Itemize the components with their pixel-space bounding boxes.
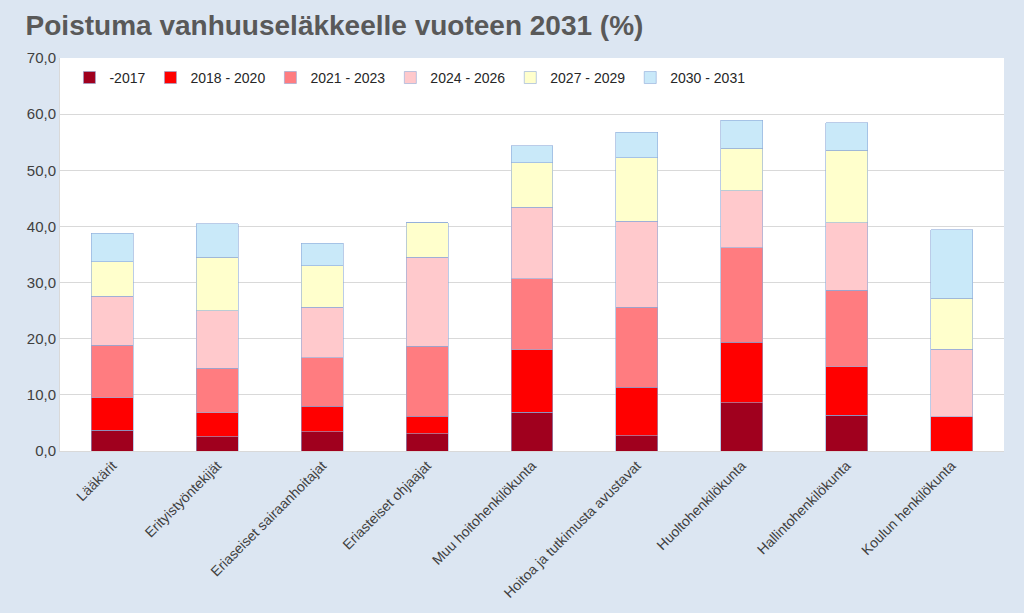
svg-text:10,0: 10,0 bbox=[27, 386, 56, 403]
svg-text:2027 - 2029: 2027 - 2029 bbox=[550, 70, 625, 86]
svg-text:Muu hoitohenkilökunta: Muu hoitohenkilökunta bbox=[429, 457, 540, 568]
svg-text:60,0: 60,0 bbox=[27, 105, 56, 122]
svg-text:2021 - 2023: 2021 - 2023 bbox=[310, 70, 385, 86]
svg-text:40,0: 40,0 bbox=[27, 218, 56, 235]
svg-text:Hoitoa ja tutkimusta avustavat: Hoitoa ja tutkimusta avustavat bbox=[501, 457, 644, 600]
svg-text:Erityistyöntekijät: Erityistyöntekijät bbox=[142, 457, 225, 540]
svg-text:50,0: 50,0 bbox=[27, 162, 56, 179]
svg-text:0,0: 0,0 bbox=[35, 442, 56, 459]
svg-text:2024 - 2026: 2024 - 2026 bbox=[430, 70, 505, 86]
svg-text:Poistuma vanhuuseläkkeelle vuo: Poistuma vanhuuseläkkeelle vuoteen 2031 … bbox=[26, 10, 644, 41]
svg-text:Huoltohenkilökunta: Huoltohenkilökunta bbox=[653, 457, 749, 553]
svg-text:Lääkärit: Lääkärit bbox=[73, 457, 120, 504]
svg-text:Eriaseiset sairaanhoitajat: Eriaseiset sairaanhoitajat bbox=[207, 457, 329, 579]
svg-text:2030 - 2031: 2030 - 2031 bbox=[670, 70, 745, 86]
svg-text:70,0: 70,0 bbox=[27, 49, 56, 66]
svg-text:Eriasteiset ohjaajat: Eriasteiset ohjaajat bbox=[339, 457, 434, 552]
svg-text:2018 - 2020: 2018 - 2020 bbox=[190, 70, 265, 86]
svg-text:-2017: -2017 bbox=[109, 70, 145, 86]
svg-text:20,0: 20,0 bbox=[27, 330, 56, 347]
svg-text:Hallintohenkilökunta: Hallintohenkilökunta bbox=[754, 457, 854, 557]
svg-text:Koulun henkilökunta: Koulun henkilökunta bbox=[858, 457, 959, 558]
svg-text:30,0: 30,0 bbox=[27, 274, 56, 291]
